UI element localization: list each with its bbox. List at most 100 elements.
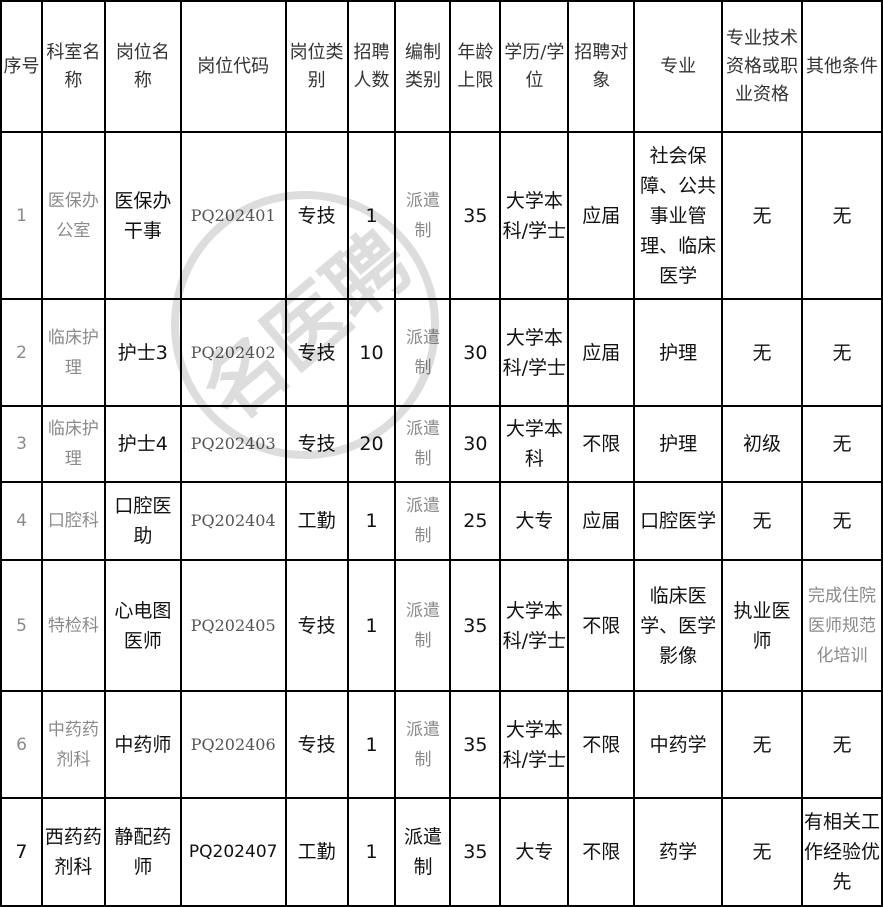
cell-education: 大学本科/学士 xyxy=(499,559,570,692)
cell-headcount: 1 xyxy=(346,559,397,692)
cell-headcount: 1 xyxy=(346,690,397,799)
cell-serial: 4 xyxy=(0,481,43,561)
cell-qualification: 无 xyxy=(721,690,803,799)
cell-serial: 7 xyxy=(0,797,43,907)
cell-staffing-type: 派遣制 xyxy=(394,690,452,799)
cell-department: 临床护理 xyxy=(40,405,106,483)
cell-other-conditions: 无 xyxy=(801,298,883,407)
cell-major: 临床医学、医学影像 xyxy=(633,559,724,692)
cell-position-code: PQ202405 xyxy=(179,559,287,692)
cell-target: 不限 xyxy=(567,690,636,799)
cell-other-conditions: 无 xyxy=(801,405,883,483)
cell-department: 特检科 xyxy=(40,559,106,692)
cell-headcount: 1 xyxy=(346,797,397,907)
cell-major: 口腔医学 xyxy=(633,481,724,561)
header-position-type: 岗位类别 xyxy=(284,0,349,133)
table-row: 1 医保办公室 医保办干事 PQ202401 专技 1 派遣制 35 大学本科/学士 应届 社会保障… xyxy=(0,131,883,300)
cell-position-name: 医保办干事 xyxy=(103,131,182,300)
cell-staffing-type: 派遣制 xyxy=(394,559,452,692)
cell-department: 口腔科 xyxy=(40,481,106,561)
cell-age-limit: 35 xyxy=(449,797,502,907)
cell-headcount: 1 xyxy=(346,131,397,300)
cell-age-limit: 30 xyxy=(449,405,502,483)
cell-target: 不限 xyxy=(567,797,636,907)
cell-other-conditions: 无 xyxy=(801,690,883,799)
cell-education: 大学本科/学士 xyxy=(499,131,570,300)
cell-position-type: 专技 xyxy=(284,298,349,407)
cell-position-type: 专技 xyxy=(284,690,349,799)
cell-department: 西药药剂科 xyxy=(40,797,106,907)
cell-age-limit: 25 xyxy=(449,481,502,561)
cell-position-code: PQ202401 xyxy=(179,131,287,300)
cell-education: 大学本科/学士 xyxy=(499,298,570,407)
cell-target: 不限 xyxy=(567,559,636,692)
header-row: 序号 科室名称 岗位名称 岗位代码 岗位类别 招聘人数 编制类别 年龄上限 学历/学位 招聘对象专… xyxy=(0,0,883,133)
header-serial: 序号 xyxy=(0,0,43,133)
cell-age-limit: 35 xyxy=(449,559,502,692)
cell-position-type: 专技 xyxy=(284,559,349,692)
cell-position-code: PQ202403 xyxy=(179,405,287,483)
cell-major: 药学 xyxy=(633,797,724,907)
cell-serial: 5 xyxy=(0,559,43,692)
cell-age-limit: 35 xyxy=(449,131,502,300)
cell-target: 应届 xyxy=(567,481,636,561)
cell-department: 临床护理 xyxy=(40,298,106,407)
cell-staffing-type: 派遣制 xyxy=(394,481,452,561)
cell-position-name: 护士3 xyxy=(103,298,182,407)
cell-other-conditions: 无 xyxy=(801,131,883,300)
cell-staffing-type: 派遣制 xyxy=(394,131,452,300)
cell-headcount: 10 xyxy=(346,298,397,407)
cell-position-name: 口腔医助 xyxy=(103,481,182,561)
header-qualification: 专业技术资格或职业资格 xyxy=(721,0,803,133)
cell-major: 中药学 xyxy=(633,690,724,799)
cell-other-conditions: 有相关工作经验优先 xyxy=(801,797,883,907)
cell-position-name: 心电图医师 xyxy=(103,559,182,692)
cell-position-code: PQ202404 xyxy=(179,481,287,561)
cell-education: 大专 xyxy=(499,797,570,907)
cell-qualification: 无 xyxy=(721,481,803,561)
cell-qualification: 无 xyxy=(721,131,803,300)
cell-other-conditions: 完成住院医师规范化培训 xyxy=(801,559,883,692)
cell-position-name: 中药师 xyxy=(103,690,182,799)
table-row: 6 中药药剂科 中药师 PQ202406 专技 1 派遣制 35 大学本科/学士 不限 中药学无无 xyxy=(0,690,883,799)
cell-qualification: 初级 xyxy=(721,405,803,483)
cell-target: 应届 xyxy=(567,131,636,300)
cell-serial: 1 xyxy=(0,131,43,300)
header-staffing-type: 编制类别 xyxy=(394,0,452,133)
header-education: 学历/学位 xyxy=(499,0,570,133)
table-row: 7 西药药剂科 静配药师 PQ202407 工勤 1 派遣制 35 大专 不限 药学无有相关工作经验… xyxy=(0,797,883,907)
cell-serial: 6 xyxy=(0,690,43,799)
cell-serial: 3 xyxy=(0,405,43,483)
header-headcount: 招聘人数 xyxy=(346,0,397,133)
cell-qualification: 无 xyxy=(721,298,803,407)
cell-target: 应届 xyxy=(567,298,636,407)
cell-qualification: 无 xyxy=(721,797,803,907)
cell-education: 大学本科 xyxy=(499,405,570,483)
cell-target: 不限 xyxy=(567,405,636,483)
header-target: 招聘对象 xyxy=(567,0,636,133)
cell-education: 大专 xyxy=(499,481,570,561)
cell-major: 护理 xyxy=(633,298,724,407)
cell-other-conditions: 无 xyxy=(801,481,883,561)
table-row: 2 临床护理 护士3 PQ202402 专技 10 派遣制 30 大学本科/学士 应届 护理无无 xyxy=(0,298,883,407)
header-major: 专业 xyxy=(633,0,724,133)
cell-headcount: 1 xyxy=(346,481,397,561)
cell-position-type: 专技 xyxy=(284,131,349,300)
table-row: 5 特检科 心电图医师 PQ202405 专技 1 派遣制 35 大学本科/学士 不限 临床医学、医… xyxy=(0,559,883,692)
cell-qualification: 执业医师 xyxy=(721,559,803,692)
cell-position-type: 工勤 xyxy=(284,797,349,907)
cell-position-name: 护士4 xyxy=(103,405,182,483)
header-department: 科室名称 xyxy=(40,0,106,133)
cell-headcount: 20 xyxy=(346,405,397,483)
cell-serial: 2 xyxy=(0,298,43,407)
header-position-name: 岗位名称 xyxy=(103,0,182,133)
cell-age-limit: 35 xyxy=(449,690,502,799)
cell-position-code: PQ202402 xyxy=(179,298,287,407)
cell-staffing-type: 派遣制 xyxy=(394,405,452,483)
cell-department: 中药药剂科 xyxy=(40,690,106,799)
cell-major: 护理 xyxy=(633,405,724,483)
cell-staffing-type: 派遣制 xyxy=(394,797,452,907)
header-position-code: 岗位代码 xyxy=(179,0,287,133)
table-row: 3 临床护理 护士4 PQ202403 专技 20 派遣制 30 大学本科 不限 护理 初级无 xyxy=(0,405,883,483)
